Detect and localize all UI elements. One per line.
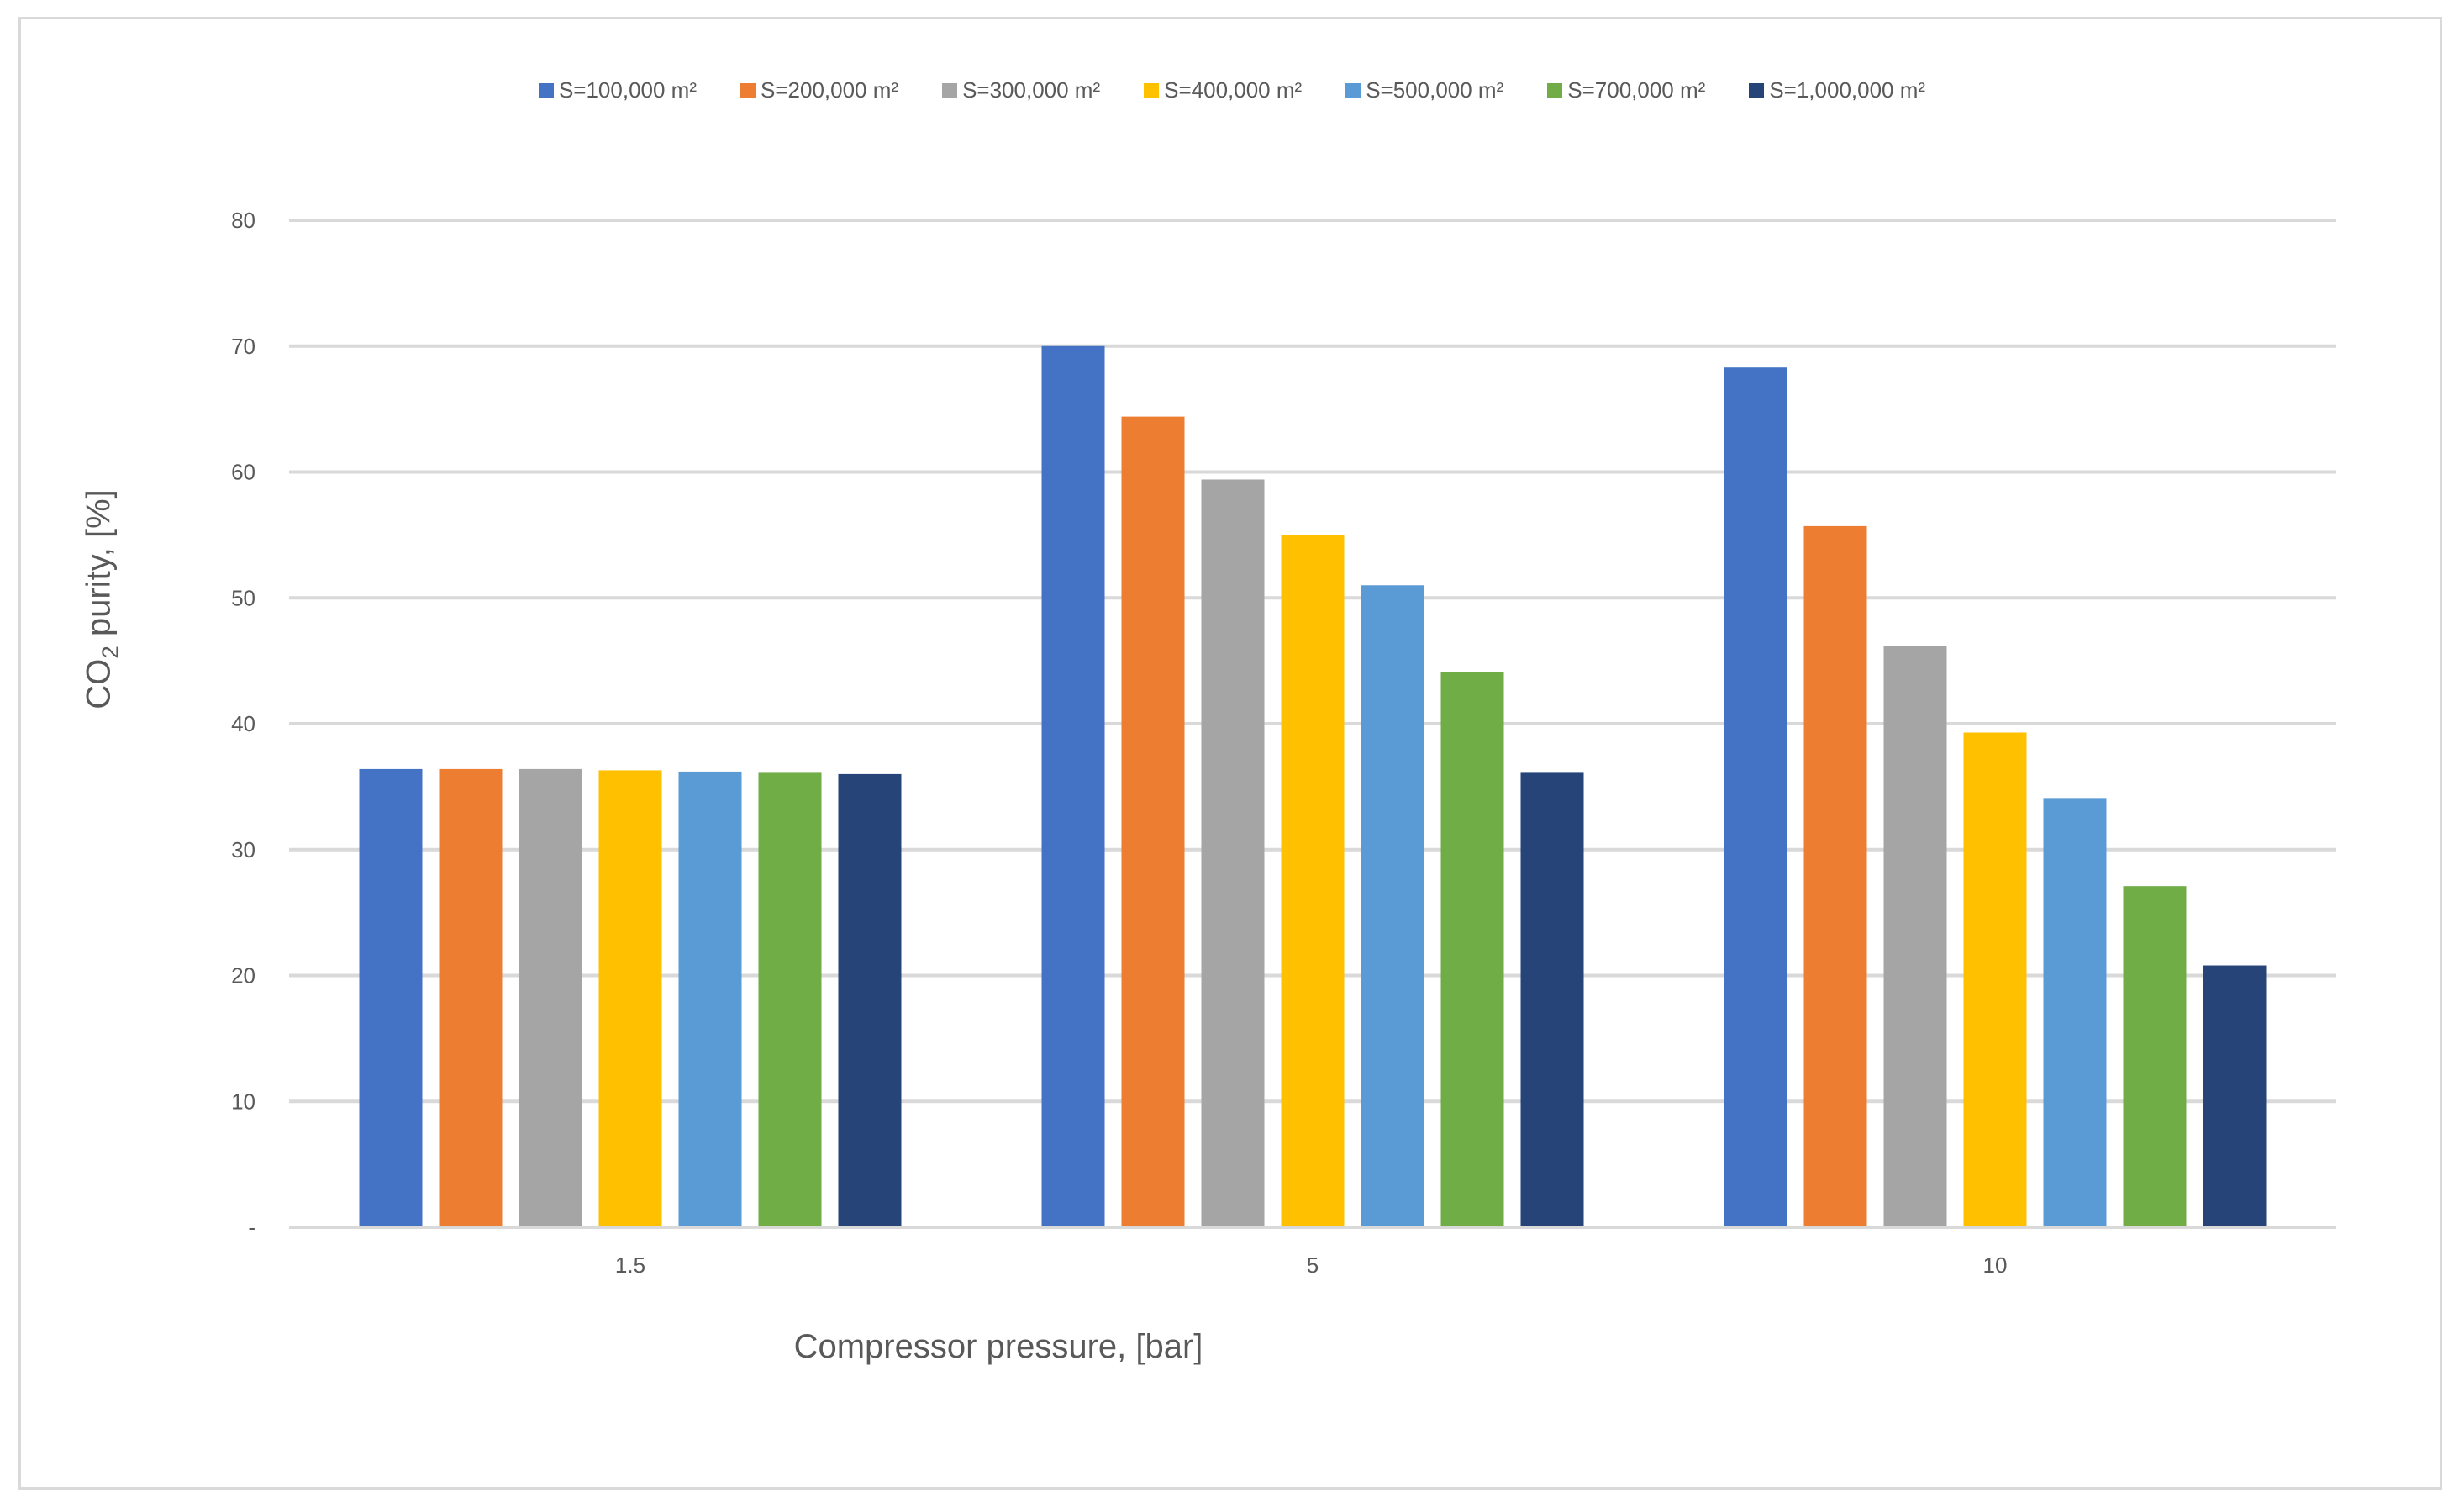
legend-label: S=1,000,000 m²	[1769, 77, 1926, 103]
bar	[598, 770, 662, 1227]
bar	[2123, 886, 2187, 1227]
bar	[1520, 772, 1584, 1227]
y-tick-label: 10	[231, 1089, 255, 1114]
y-tick-label: 30	[231, 837, 255, 862]
legend-item: S=100,000 m²	[538, 77, 697, 103]
bar	[838, 773, 902, 1227]
x-tick-label: 1.5	[615, 1252, 645, 1278]
y-tick-label: -	[248, 1215, 255, 1240]
legend-item: S=500,000 m²	[1345, 77, 1503, 103]
bar	[1724, 367, 1787, 1227]
bar	[1121, 416, 1185, 1227]
x-tick-label: 5	[1307, 1252, 1319, 1278]
bar	[678, 771, 742, 1227]
axes: - 10 20 30 40 50 60 70 80 1.5 5 10	[231, 208, 2336, 1278]
bar	[359, 768, 423, 1227]
y-axis-title-subscript: 2	[97, 646, 124, 659]
bar	[2203, 965, 2267, 1227]
legend-label: S=300,000 m²	[962, 77, 1101, 103]
y-tick-label: 50	[231, 585, 255, 610]
legend-item: S=200,000 m²	[740, 77, 898, 103]
bar	[1440, 672, 1504, 1227]
legend-label: S=400,000 m²	[1164, 77, 1303, 103]
legend: S=100,000 m² S=200,000 m² S=300,000 m² S=40…	[0, 77, 2464, 103]
y-axis-title-prefix: CO	[80, 658, 118, 709]
bar	[1963, 732, 2027, 1227]
legend-swatch	[740, 82, 756, 98]
legend-swatch	[942, 82, 958, 98]
legend-swatch	[1547, 82, 1563, 98]
legend-label: S=500,000 m²	[1366, 77, 1504, 103]
y-tick-label: 40	[231, 711, 255, 736]
bar	[1201, 479, 1265, 1227]
bar	[439, 768, 503, 1227]
legend-item: S=400,000 m²	[1144, 77, 1302, 103]
y-axis-title: CO2 purity, [%]	[80, 489, 124, 709]
legend-item: S=1,000,000 m²	[1749, 77, 1925, 103]
bar	[1041, 345, 1105, 1227]
legend-label: S=700,000 m²	[1567, 77, 1706, 103]
legend-swatch	[538, 82, 554, 98]
legend-label: S=200,000 m²	[761, 77, 899, 103]
y-tick-label: 70	[231, 334, 255, 359]
legend-item: S=300,000 m²	[942, 77, 1100, 103]
legend-swatch	[1345, 82, 1361, 98]
y-tick-label: 60	[231, 460, 255, 485]
bar	[1883, 646, 1947, 1227]
bar	[1361, 585, 1424, 1227]
y-axis-title-suffix: purity, [%]	[80, 489, 118, 646]
bar	[1803, 525, 1867, 1227]
x-tick-label: 10	[1983, 1252, 2008, 1278]
bar	[2043, 798, 2107, 1227]
legend-item: S=700,000 m²	[1547, 77, 1705, 103]
legend-label: S=100,000 m²	[558, 77, 697, 103]
legend-swatch	[1749, 82, 1765, 98]
y-tick-label: 80	[231, 208, 255, 233]
bars	[359, 345, 2267, 1227]
x-axis-title: Compressor pressure, [bar]	[793, 1328, 1203, 1365]
bar	[1281, 535, 1345, 1227]
bar	[758, 772, 822, 1227]
y-tick-label: 20	[231, 963, 255, 989]
bar	[519, 768, 582, 1227]
legend-swatch	[1144, 82, 1160, 98]
